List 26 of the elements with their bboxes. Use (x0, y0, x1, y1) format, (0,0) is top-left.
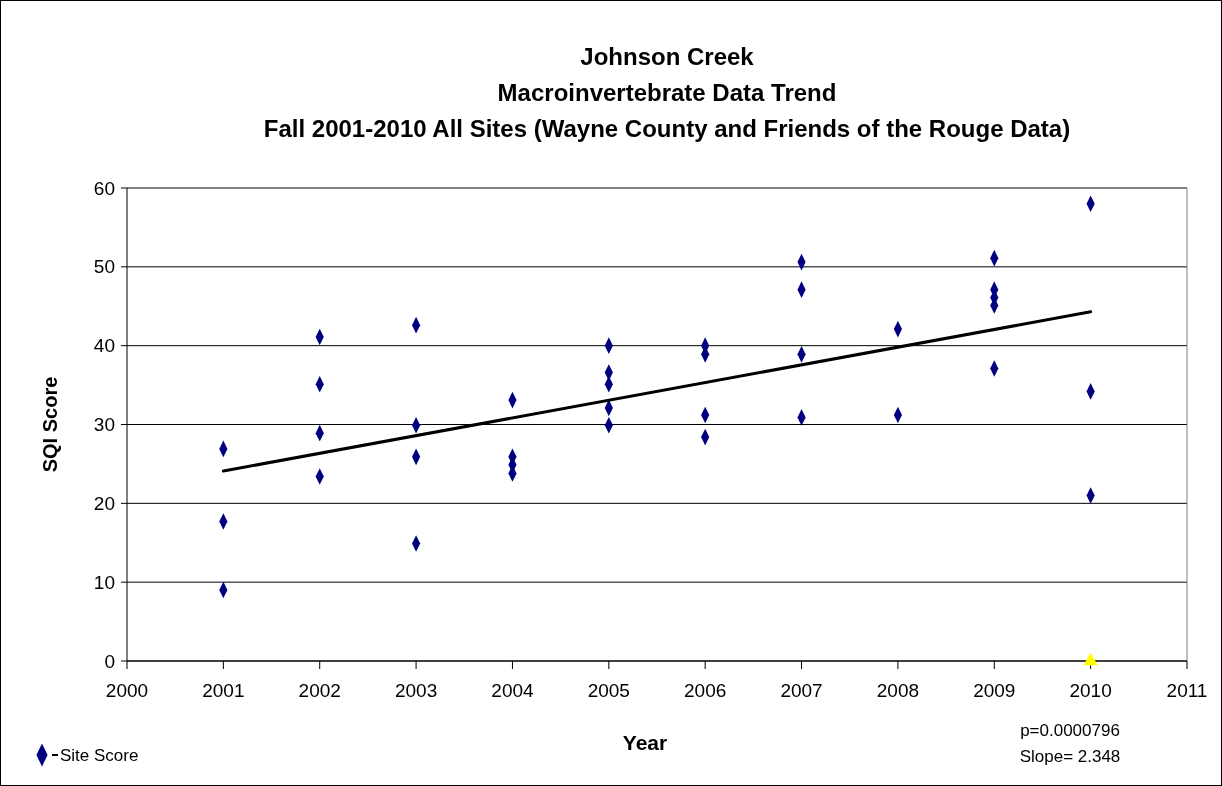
x-tick-label: 2005 (587, 680, 630, 701)
y-tick-label: 50 (93, 256, 115, 278)
text: Slope= 2.348 (1019, 747, 1121, 766)
x-tick-label: 2003 (394, 680, 438, 701)
y-tick-label: 60 (93, 177, 115, 199)
x-tick-label: 2007 (780, 680, 823, 701)
x-tick-label: 2008 (876, 680, 920, 701)
text: Site Score (60, 745, 139, 765)
y-tick-label: 30 (93, 414, 115, 436)
y-tick-label: 0 (104, 650, 115, 672)
x-axis-title: Year (622, 731, 668, 754)
point (1083, 652, 1098, 666)
x-tick-label: 2002 (298, 680, 341, 701)
x-tick-label: 2000 (105, 680, 149, 701)
x-tick-label: 2009 (973, 680, 1016, 701)
x-tick-label: 2006 (684, 680, 727, 701)
y-tick-label: 20 (93, 492, 115, 514)
x-tick-label: 2001 (202, 680, 245, 701)
x-tick-label: 2004 (491, 680, 535, 701)
y-tick-label: 10 (93, 571, 115, 593)
text: p=0.0000796 (1020, 721, 1120, 740)
chart-title: Johnson Creek Macroinvertebrate Data Trend Fall 2001-2010 All Sites (Wayne County and Friends of the Rouge Data) (263, 43, 1071, 142)
y-axis-title: SQI Score (39, 376, 61, 473)
y-tick-label: 40 (93, 335, 115, 357)
x-tick-label: 2010 (1069, 680, 1112, 701)
x-tick-label: 2011 (1166, 680, 1208, 701)
